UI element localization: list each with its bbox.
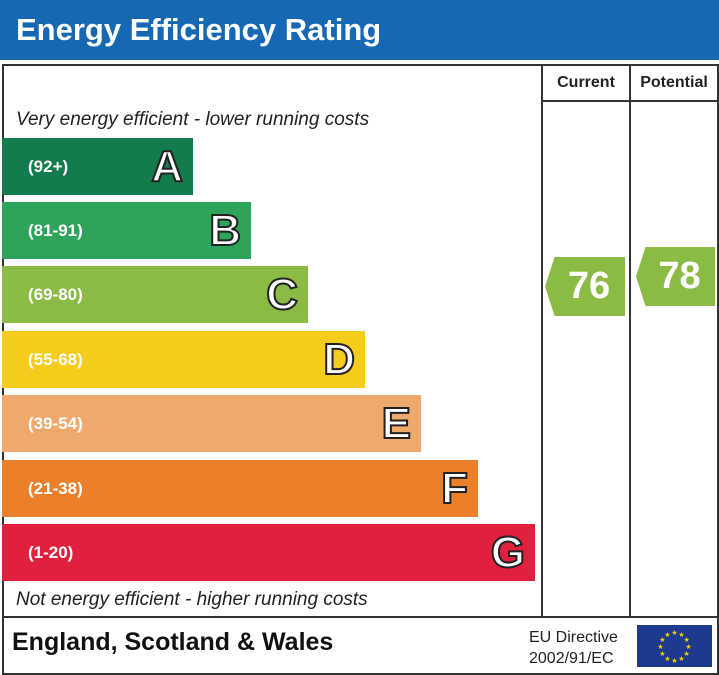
flag-star-icon: ★ [657,643,663,651]
header-divider [541,100,717,102]
flag-star-icon: ★ [685,643,691,651]
bar-letter-label: A [150,141,184,192]
bar-range-label: (21-38) [28,479,83,498]
bar-letter-label: D [322,334,356,385]
bar-e: (39-54) E [2,395,421,452]
flag-star-icon: ★ [683,650,689,658]
column-divider [629,64,631,617]
flag-star-icon: ★ [683,636,689,644]
bar-c: (69-80) C [2,266,308,323]
title-bar [0,0,719,60]
column-divider [541,64,543,617]
bar-letter-label: B [208,205,242,256]
flag-star-icon: ★ [664,655,670,663]
flag-star-icon: ★ [678,631,684,639]
bar-letter-label: E [381,398,412,449]
top-note: Very energy efficient - lower running co… [16,109,370,130]
potential-column-header: Potential [640,74,708,91]
region-label: England, Scotland & Wales [12,628,334,656]
eu-directive-line1: EU Directive [529,629,618,646]
flag-star-icon: ★ [659,650,665,658]
bar-letter-label: F [440,463,469,514]
flag-star-icon: ★ [664,631,670,639]
potential-rating-arrow: 78 [636,247,715,306]
current-rating-arrow: 76 [545,257,625,316]
eu-directive: EU Directive 2002/91/EC [529,627,618,669]
bar-range-label: (92+) [28,157,69,176]
bar-letter-label: C [265,269,299,320]
bar-g: (1-20) G [2,524,535,581]
flag-star-icon: ★ [678,655,684,663]
flag-star-icon: ★ [671,629,677,637]
footer-divider [2,616,717,618]
bar-d: (55-68) D [2,331,365,388]
current-column-header: Current [557,74,615,91]
chart-title: Energy Efficiency Rating [16,12,382,47]
flag-star-icon: ★ [659,636,665,644]
bar-letter-label: G [490,527,526,578]
bar-a: (92+) A [2,138,193,195]
bottom-note: Not energy efficient - higher running co… [16,589,368,610]
eu-directive-line2: 2002/91/EC [529,650,614,667]
eu-flag-icon: ★ ★ ★ ★ ★ ★ ★ ★ ★ ★ ★ ★ [637,625,712,667]
bar-range-label: (39-54) [28,414,83,433]
bar-range-label: (69-80) [28,285,83,304]
bar-range-label: (81-91) [28,221,83,240]
flag-star-icon: ★ [671,657,677,665]
bar-range-label: (1-20) [28,543,74,562]
bar-b: (81-91) B [2,202,251,259]
bar-f: (21-38) F [2,460,478,517]
bar-range-label: (55-68) [28,350,83,369]
